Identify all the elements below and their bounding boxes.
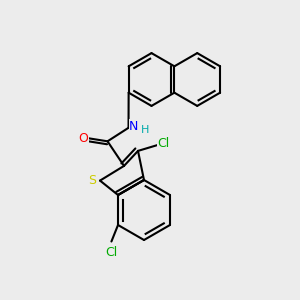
Text: N: N <box>129 120 139 133</box>
Text: Cl: Cl <box>105 245 118 259</box>
Text: Cl: Cl <box>158 137 169 150</box>
Text: S: S <box>88 174 97 187</box>
Text: H: H <box>141 125 149 135</box>
Text: O: O <box>79 132 88 145</box>
